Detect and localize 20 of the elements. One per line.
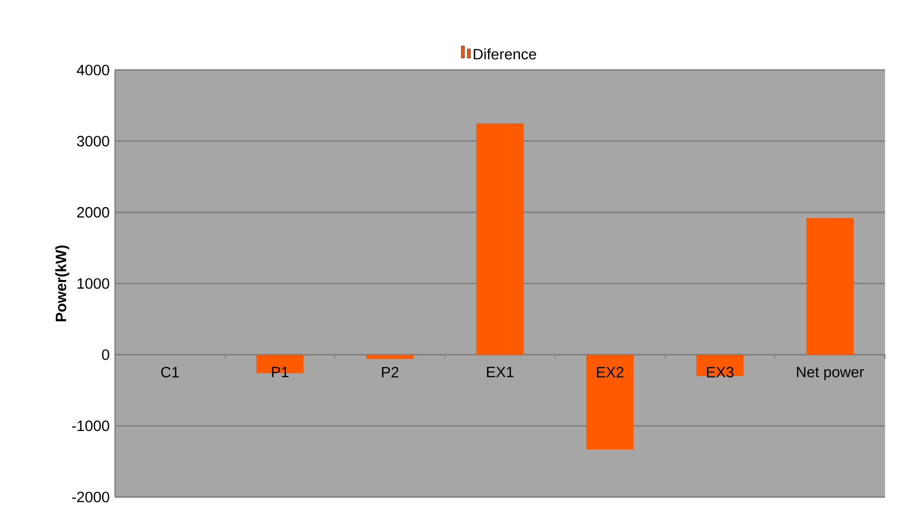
y-tick-label: 2000 (77, 207, 110, 218)
x-tick-label: EX1 (487, 366, 514, 378)
y-tick-label: 0 (102, 349, 110, 360)
y-tick-label: 4000 (76, 64, 110, 76)
x-tick-label: EX3 (707, 366, 734, 378)
x-tick-label: C1 (161, 366, 179, 378)
bar (806, 218, 854, 355)
x-tick-label: EX2 (597, 366, 624, 378)
y-tick-label: -2000 (72, 492, 110, 502)
bar (696, 354, 744, 376)
y-tick-label: 3000 (77, 136, 110, 146)
y-tick-label: -1000 (72, 420, 110, 432)
x-tick-label: P2 (382, 366, 398, 378)
x-tick-label: Net power (797, 366, 864, 380)
bar (586, 354, 634, 450)
y-tick-label: 1000 (78, 278, 110, 289)
bar (366, 354, 414, 359)
bar (476, 123, 524, 355)
legend-label: Diference (474, 48, 536, 60)
y-axis-title: Power(kW) (55, 245, 70, 322)
